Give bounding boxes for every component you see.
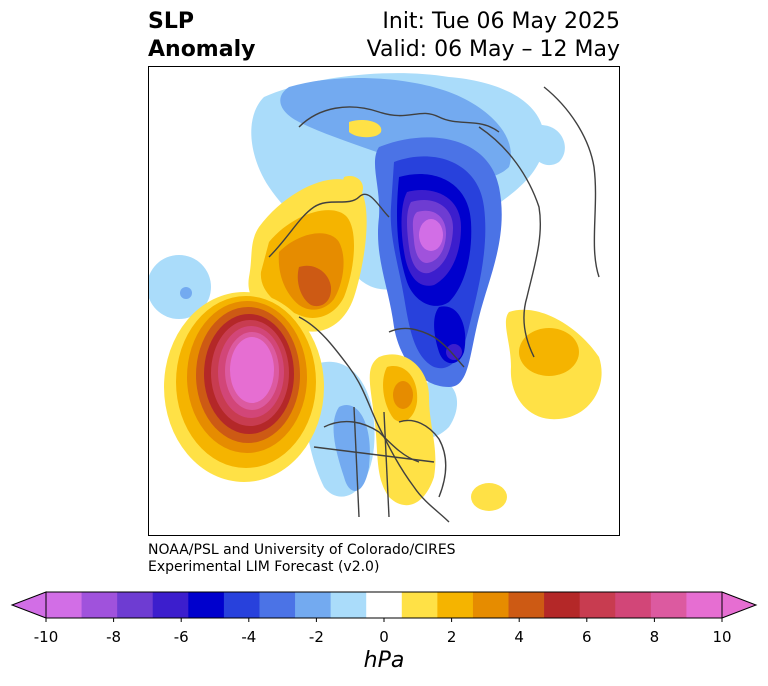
credit-line-1: NOAA/PSL and University of Colorado/CIRE… — [148, 542, 456, 558]
coastlines — [268, 86, 600, 523]
credit-text: NOAA/PSL and University of Colorado/CIRE… — [148, 542, 456, 576]
colorbar-cell — [81, 592, 118, 618]
map-title: SLP Anomaly — [148, 8, 255, 64]
colorbar-tick-label: -10 — [33, 628, 59, 646]
colorbar-cell — [46, 592, 83, 618]
colorbar-tick-label: 8 — [649, 628, 660, 646]
colorbar-cells — [10, 591, 758, 622]
colorbar-cell — [544, 592, 581, 618]
init-date: Init: Tue 06 May 2025 — [382, 9, 620, 34]
colorbar-cell — [650, 592, 687, 618]
title-line-1: SLP — [148, 9, 194, 34]
colorbar-tick-label: 4 — [514, 628, 524, 646]
colorbar-cell — [295, 592, 332, 618]
colorbar-units: hPa — [363, 648, 405, 673]
colorbar-cell — [117, 592, 154, 618]
colorbar-cell — [330, 592, 367, 618]
colorbar-tick-label: 0 — [379, 628, 389, 646]
colorbar-cell — [401, 592, 438, 618]
colorbar-tick-label: -4 — [241, 628, 257, 646]
map-panel — [148, 66, 620, 536]
colorbar-cell — [686, 592, 723, 618]
colorbar-cell — [366, 592, 403, 618]
colorbar-cell — [152, 592, 189, 618]
atlantic-high — [505, 309, 602, 420]
anomaly-map — [149, 73, 602, 523]
colorbar-tick-label: 10 — [712, 628, 732, 646]
colorbar-tick-label: -2 — [308, 628, 324, 646]
credit-line-2: Experimental LIM Forecast (v2.0) — [148, 559, 380, 575]
colorbar-tick-label: 2 — [446, 628, 457, 646]
pacific-high — [164, 292, 324, 482]
colorbar-tick-label: 6 — [582, 628, 592, 646]
colorbar-cell — [223, 592, 260, 618]
colorbar — [10, 591, 758, 622]
colorbar-cell — [259, 592, 296, 618]
colorbar-cell — [472, 592, 510, 618]
colorbar-cell — [579, 592, 616, 618]
forecast-dates: Init: Tue 06 May 2025 Valid: 06 May – 12… — [367, 8, 620, 64]
valid-range: Valid: 06 May – 12 May — [366, 37, 620, 62]
colorbar-cell — [188, 592, 225, 618]
colorbar-cell — [437, 592, 474, 618]
alaska-high — [248, 120, 382, 332]
colorbar-tick-label: -8 — [106, 628, 122, 646]
colorbar-tick-label: -6 — [173, 628, 189, 646]
colorbar-cell — [615, 592, 652, 618]
colorbar-extend-max — [721, 591, 758, 619]
arctic-low — [374, 137, 502, 387]
colorbar-extend-min — [10, 591, 47, 619]
title-line-2: Anomaly — [148, 37, 256, 62]
colorbar-cell — [508, 592, 545, 618]
